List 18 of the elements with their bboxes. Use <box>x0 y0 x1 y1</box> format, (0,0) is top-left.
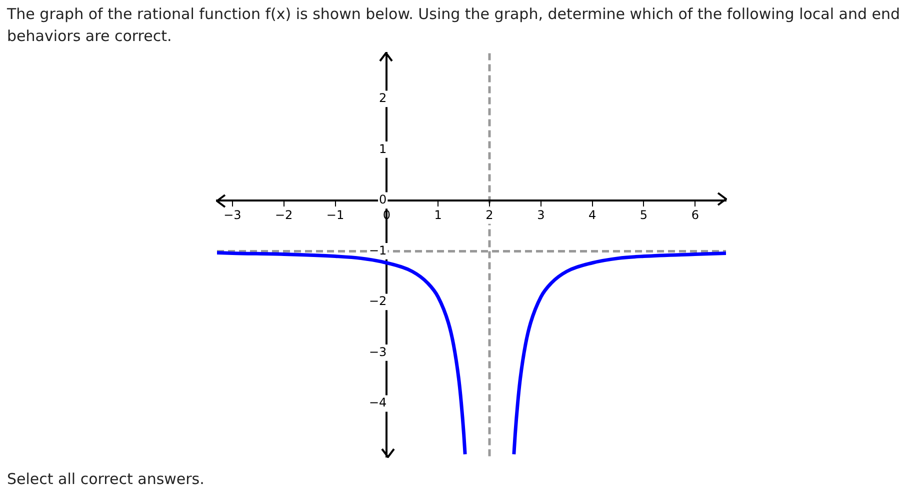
x-tick-label: 3 <box>537 208 545 222</box>
y-tick-label: 2 <box>379 91 387 106</box>
x-tick-label: 1 <box>434 208 442 222</box>
x-tick-label: 4 <box>588 208 596 222</box>
y-tick-label: −3 <box>368 344 387 359</box>
y-tick-label: −4 <box>368 396 387 410</box>
x-tick-label: 2 <box>486 208 494 222</box>
y-tick-label: −1 <box>368 243 387 258</box>
x-tick-label: 5 <box>640 208 648 222</box>
x-tick-label: −1 <box>326 208 344 222</box>
text: Select all correct answers. <box>7 470 204 488</box>
x-tick-label: 6 <box>691 208 699 222</box>
x-tick-label: −3 <box>224 208 242 222</box>
chart-title: The graph of the rational function f(x) is shown below. Using the graph, determine which of the following local and end behaviors are correct. <box>7 4 902 47</box>
y-tick-label: 1 <box>379 142 387 156</box>
y-tick-label: 0 <box>379 192 387 207</box>
x-tick-label: −2 <box>274 208 293 222</box>
y-tick-label: −2 <box>368 294 387 308</box>
